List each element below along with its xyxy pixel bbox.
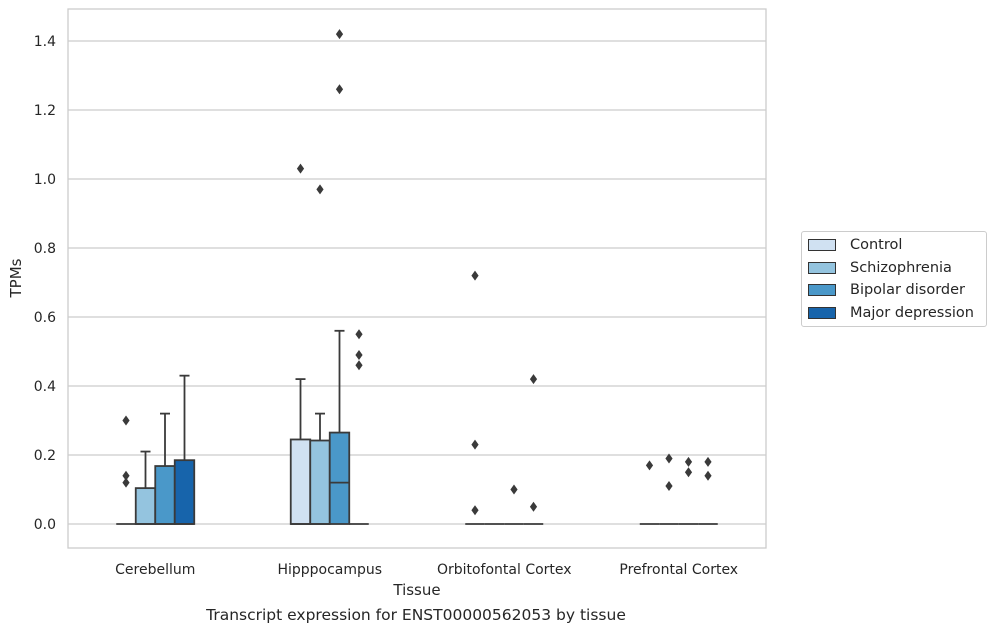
y-tick-label: 0.8 — [34, 241, 56, 257]
boxes-layer — [116, 29, 718, 525]
outlier-point — [335, 29, 344, 40]
outlier-point — [471, 270, 479, 281]
outlier-point — [122, 415, 130, 426]
outlier-point — [355, 349, 363, 360]
x-axis-title: Tissue — [392, 581, 440, 599]
box-group — [678, 456, 699, 525]
box-group — [465, 270, 485, 525]
outlier-point — [704, 456, 712, 467]
legend-swatch-control — [808, 239, 836, 251]
outlier-point — [122, 470, 130, 481]
y-tick-label: 0.4 — [34, 379, 56, 395]
legend-swatch-schizophrenia — [808, 261, 836, 274]
box — [154, 465, 176, 525]
y-tick-label: 0.6 — [34, 310, 56, 326]
y-axis-title: TPMs — [7, 258, 25, 298]
chart-caption: Transcript expression for ENST0000056205… — [206, 606, 626, 624]
y-tick-label: 1.0 — [34, 172, 56, 188]
box — [309, 439, 331, 525]
y-tick-label: 1.2 — [34, 103, 56, 119]
x-tick-label: Prefrontal Cortex — [619, 562, 738, 578]
outlier-point — [665, 481, 673, 492]
outlier-point — [471, 439, 479, 450]
legend-label: Control — [850, 237, 903, 253]
outlier-point — [529, 501, 538, 512]
outlier-point — [355, 360, 363, 371]
outlier-point — [684, 456, 693, 467]
box-group — [659, 453, 679, 525]
outlier-point — [316, 184, 324, 195]
box-group — [154, 412, 176, 525]
legend-item-schizophrenia: Schizophrenia — [808, 258, 952, 278]
box-group — [328, 29, 351, 525]
box-group — [698, 456, 718, 525]
x-tick-label: Hipppocampus — [277, 562, 382, 578]
y-tick-label: 0.0 — [34, 517, 56, 533]
box — [173, 459, 196, 525]
outlier-point — [645, 460, 654, 471]
legend-label: Major depression — [850, 304, 974, 321]
legend-label: Schizophrenia — [850, 259, 952, 276]
box-group — [504, 484, 524, 525]
outlier-point — [122, 477, 130, 488]
outlier-point — [355, 329, 363, 340]
box — [289, 438, 312, 525]
outlier-point — [684, 467, 693, 478]
box-group — [349, 329, 369, 525]
legend-label: Bipolar disorder — [850, 282, 965, 298]
box-group — [116, 415, 136, 525]
box-group — [639, 460, 660, 525]
y-tick-label: 0.2 — [34, 448, 56, 464]
box — [134, 487, 157, 525]
y-axis-ticks: 0.0 0.2 0.4 0.6 0.8 1.0 1.2 1.4 — [34, 34, 56, 533]
legend-item-bipolar-disorder: Bipolar disorder — [808, 280, 965, 300]
x-tick-label: Cerebellum — [115, 562, 195, 578]
legend-item-major-depression: Major depression — [808, 303, 974, 323]
x-axis-ticks: Cerebellum Hipppocampus Orbitofontal Corte… — [115, 562, 738, 578]
box-group — [523, 374, 544, 525]
outlier-point — [471, 505, 479, 516]
legend: Control Schizophrenia Bipolar disorder M… — [801, 231, 987, 327]
x-tick-label: Orbitofontal Cortex — [437, 562, 572, 578]
legend-item-control: Control — [808, 235, 902, 255]
plot-frame — [67, 8, 767, 549]
outlier-point — [335, 84, 344, 95]
box — [328, 431, 351, 525]
legend-swatch-major-depression — [808, 306, 836, 319]
outlier-point — [296, 163, 305, 174]
legend-swatch-bipolar-disorder — [808, 284, 836, 296]
y-tick-label: 1.4 — [34, 34, 56, 50]
outlier-point — [529, 374, 538, 385]
outlier-point — [704, 470, 712, 481]
box-group — [173, 374, 196, 525]
outlier-point — [510, 484, 518, 495]
outlier-point — [665, 453, 673, 464]
